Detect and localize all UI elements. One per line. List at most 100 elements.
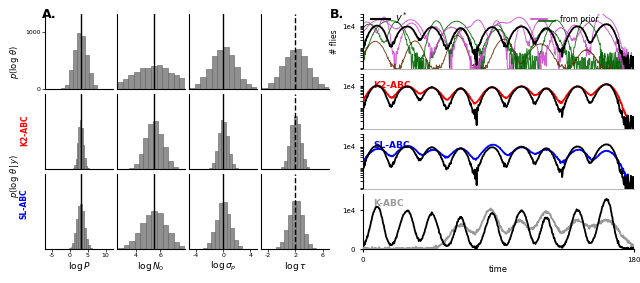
Bar xyxy=(308,244,312,249)
Bar xyxy=(123,79,128,89)
Bar xyxy=(312,77,318,89)
Bar xyxy=(276,247,280,249)
Bar xyxy=(230,228,234,249)
Bar xyxy=(88,245,90,249)
Bar xyxy=(65,85,68,89)
Bar xyxy=(296,201,300,249)
Bar xyxy=(70,247,72,249)
Bar xyxy=(287,147,291,169)
Bar xyxy=(235,168,238,169)
Bar xyxy=(84,158,86,169)
Bar xyxy=(128,75,134,89)
Bar xyxy=(118,248,124,249)
Bar xyxy=(300,215,304,249)
Bar xyxy=(146,215,152,249)
Bar xyxy=(93,85,97,89)
Bar xyxy=(290,50,296,89)
Bar xyxy=(173,75,179,89)
Bar xyxy=(168,73,173,89)
Bar xyxy=(78,206,80,249)
Bar xyxy=(117,82,123,89)
Bar xyxy=(86,166,87,169)
Bar xyxy=(76,159,77,169)
Text: SL-ABC: SL-ABC xyxy=(374,141,410,150)
Bar xyxy=(284,161,287,169)
Bar xyxy=(234,67,240,89)
Bar xyxy=(223,47,228,89)
Bar xyxy=(134,72,140,89)
Bar xyxy=(135,233,140,249)
Bar xyxy=(212,56,218,89)
Bar xyxy=(152,211,157,249)
Bar xyxy=(157,213,163,249)
Bar xyxy=(61,88,65,89)
X-axis label: $\log N_0$: $\log N_0$ xyxy=(137,260,164,273)
Bar xyxy=(168,161,173,169)
Bar xyxy=(72,168,74,169)
Bar xyxy=(151,66,157,89)
Bar xyxy=(89,73,93,89)
Bar xyxy=(163,68,168,89)
Text: from prior: from prior xyxy=(561,15,599,24)
Bar xyxy=(79,127,80,169)
Bar xyxy=(240,79,246,89)
X-axis label: $\log \sigma_p$: $\log \sigma_p$ xyxy=(210,260,236,273)
Bar xyxy=(218,133,221,169)
Bar xyxy=(168,233,173,249)
Text: $p(\log\,\theta\,|\,y)$: $p(\log\,\theta\,|\,y)$ xyxy=(8,153,20,198)
Bar xyxy=(268,83,273,89)
Bar xyxy=(140,68,145,89)
Bar xyxy=(296,49,301,89)
Text: A.: A. xyxy=(42,8,56,22)
Bar xyxy=(76,219,78,249)
Text: SL-ABC: SL-ABC xyxy=(20,188,29,219)
Bar xyxy=(279,66,285,89)
X-axis label: $\log \tau$: $\log \tau$ xyxy=(284,260,307,273)
Bar xyxy=(294,116,296,169)
Bar xyxy=(273,77,279,89)
Bar xyxy=(280,242,284,249)
Bar xyxy=(234,240,238,249)
Bar xyxy=(87,168,89,169)
Bar xyxy=(73,50,77,89)
Bar xyxy=(68,248,70,249)
Bar xyxy=(124,245,129,249)
Bar xyxy=(145,68,151,89)
Bar xyxy=(143,138,148,169)
Bar xyxy=(90,248,92,249)
Bar xyxy=(307,68,312,89)
Bar xyxy=(291,125,294,169)
Bar xyxy=(74,233,76,249)
Bar xyxy=(292,201,296,249)
Bar xyxy=(77,143,79,169)
Bar xyxy=(262,88,268,89)
Text: $p(\log\,\theta)$: $p(\log\,\theta)$ xyxy=(8,45,20,79)
Bar xyxy=(209,168,212,169)
Bar xyxy=(207,243,211,249)
Bar xyxy=(173,242,179,249)
Bar xyxy=(74,165,76,169)
Bar xyxy=(211,232,215,249)
Bar xyxy=(80,120,81,169)
Bar xyxy=(84,228,86,249)
Bar xyxy=(232,164,235,169)
Bar xyxy=(81,128,83,169)
Bar xyxy=(200,77,206,89)
Bar xyxy=(179,246,185,249)
Bar xyxy=(215,220,219,249)
Bar xyxy=(85,55,89,89)
Bar xyxy=(227,136,229,169)
Bar xyxy=(238,246,242,249)
Bar xyxy=(72,243,74,249)
Y-axis label: # flies: # flies xyxy=(330,29,339,54)
Bar xyxy=(221,120,223,169)
Bar xyxy=(206,68,212,89)
Bar xyxy=(228,55,234,89)
Bar xyxy=(282,167,284,169)
Bar xyxy=(129,168,134,169)
Bar xyxy=(303,159,306,169)
Bar xyxy=(148,124,153,169)
Text: K2-ABC: K2-ABC xyxy=(374,81,411,90)
Bar xyxy=(212,163,215,169)
X-axis label: time: time xyxy=(488,265,508,275)
